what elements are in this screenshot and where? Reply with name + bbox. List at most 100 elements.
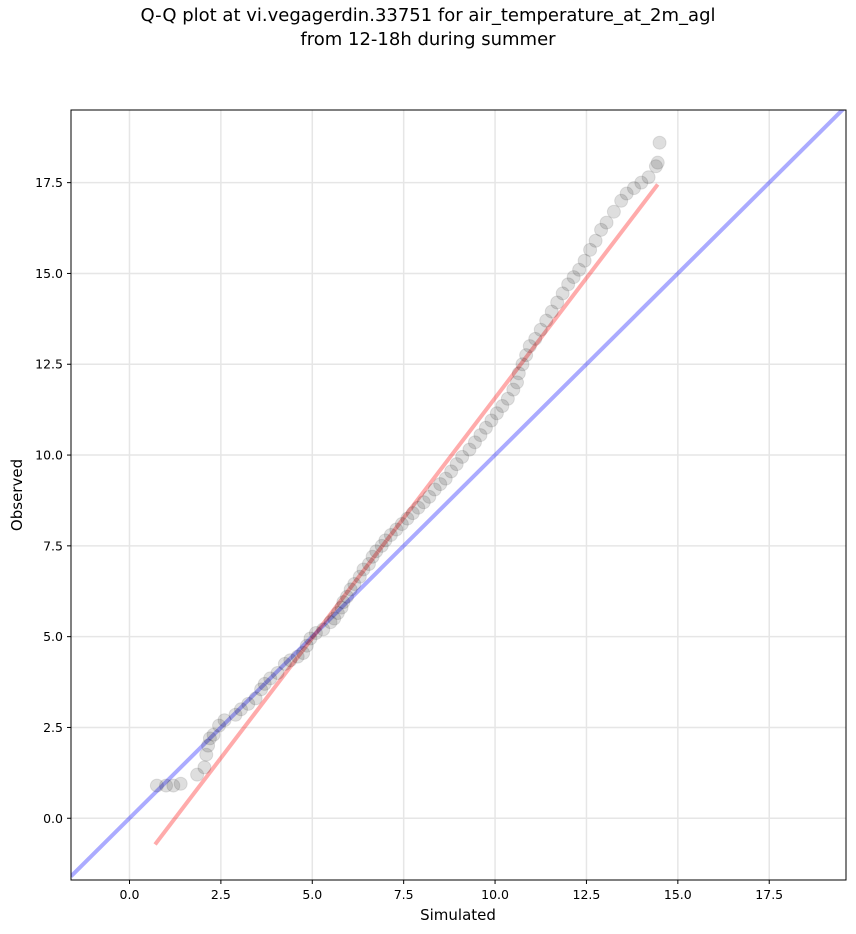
qq-point xyxy=(634,175,649,190)
reference-line xyxy=(71,110,846,878)
x-tick-label: 7.5 xyxy=(394,887,414,902)
qq-point xyxy=(619,186,634,201)
qq-point xyxy=(405,506,420,521)
qq-point xyxy=(352,569,367,584)
qq-point xyxy=(283,653,298,668)
qq-point xyxy=(500,391,515,406)
qq-point xyxy=(228,707,243,722)
qq-point xyxy=(555,286,570,301)
x-tick-label: 10.0 xyxy=(481,887,509,902)
qq-point xyxy=(394,517,409,532)
qq-point xyxy=(159,778,174,793)
qq-point xyxy=(201,738,216,753)
qq-point xyxy=(190,767,205,782)
qq-point xyxy=(248,691,263,706)
chart-title-line2: from 12-18h during summer xyxy=(300,29,556,50)
qq-point xyxy=(389,522,404,537)
y-tick-label: 2.5 xyxy=(43,720,63,735)
qq-point xyxy=(478,420,493,435)
qq-point xyxy=(336,595,351,610)
x-tick-label: 15.0 xyxy=(664,887,692,902)
y-tick-label: 17.5 xyxy=(35,175,63,190)
qq-point xyxy=(241,696,256,711)
qq-point xyxy=(277,656,292,671)
qq-point xyxy=(316,622,331,637)
x-tick-label: 2.5 xyxy=(211,887,231,902)
qq-point xyxy=(290,649,305,664)
qq-point xyxy=(299,638,314,653)
qq-point xyxy=(489,406,504,421)
qq-point xyxy=(356,562,371,577)
qq-point xyxy=(641,170,656,185)
qq-point xyxy=(462,442,477,457)
qq-point xyxy=(369,544,384,559)
qq-point xyxy=(257,676,272,691)
qq-point xyxy=(544,304,559,319)
y-tick-label: 5.0 xyxy=(43,629,63,644)
x-axis-label: Simulated xyxy=(420,906,496,924)
x-tick-label: 12.5 xyxy=(573,887,601,902)
y-tick-label: 12.5 xyxy=(35,357,63,372)
qq-point xyxy=(374,538,389,553)
qq-point xyxy=(296,645,311,660)
qq-point xyxy=(519,348,534,363)
qq-point xyxy=(416,495,431,510)
qq-point xyxy=(173,776,188,791)
qq-point xyxy=(652,135,667,150)
qq-point xyxy=(343,582,358,597)
qq-point xyxy=(217,713,232,728)
qq-point xyxy=(166,778,181,793)
qq-point xyxy=(378,533,393,548)
qq-point xyxy=(473,428,488,443)
qq-point xyxy=(212,718,227,733)
qq-point xyxy=(522,339,537,354)
y-axis-label: Observed xyxy=(8,459,26,531)
qq-point xyxy=(233,702,248,717)
qq-point xyxy=(254,682,269,697)
plot-frame xyxy=(70,109,847,881)
qq-point xyxy=(561,277,576,292)
qq-point xyxy=(327,611,342,626)
qq-point xyxy=(577,253,592,268)
qq-point xyxy=(455,449,470,464)
qq-point xyxy=(599,215,614,230)
qq-point xyxy=(650,155,665,170)
x-tick-label: 5.0 xyxy=(302,887,322,902)
qq-point xyxy=(308,626,323,641)
grid-lines xyxy=(71,110,846,880)
qq-point xyxy=(347,576,362,591)
qq-point xyxy=(422,489,437,504)
qq-point xyxy=(197,760,212,775)
qq-point xyxy=(606,204,621,219)
qq-point xyxy=(383,527,398,542)
x-tick-label: 17.5 xyxy=(755,887,783,902)
x-tick-label: 0.0 xyxy=(120,887,140,902)
y-tick-label: 10.0 xyxy=(35,448,63,463)
qq-point xyxy=(340,589,355,604)
qq-point xyxy=(323,615,338,630)
qq-point xyxy=(550,295,565,310)
qq-point xyxy=(427,482,442,497)
y-tick-label: 0.0 xyxy=(43,811,63,826)
axes: 0.0 2.5 5.0 7.5 10.0 12.5 15.0 17.5 0.0 2.5 5.0 7.5… xyxy=(35,175,783,902)
chart-title: Q-Q plot at vi.vegagerdin.33751 for air_… xyxy=(0,4,856,52)
qq-point xyxy=(303,631,318,646)
fit-line xyxy=(153,183,660,846)
qq-point xyxy=(263,671,278,686)
qq-point xyxy=(588,233,603,248)
plot-area xyxy=(71,110,846,878)
qq-point xyxy=(495,399,510,414)
qq-point xyxy=(361,557,376,572)
y-tick-label: 15.0 xyxy=(35,266,63,281)
qq-point xyxy=(583,242,598,257)
qq-point xyxy=(149,778,164,793)
qq-point xyxy=(330,606,345,621)
qq-point xyxy=(411,500,426,515)
qq-point xyxy=(365,549,380,564)
qq-point xyxy=(467,435,482,450)
qq-point xyxy=(614,193,629,208)
y-tick-label: 7.5 xyxy=(43,538,63,553)
qq-point xyxy=(334,600,349,615)
qq-point xyxy=(594,222,609,237)
